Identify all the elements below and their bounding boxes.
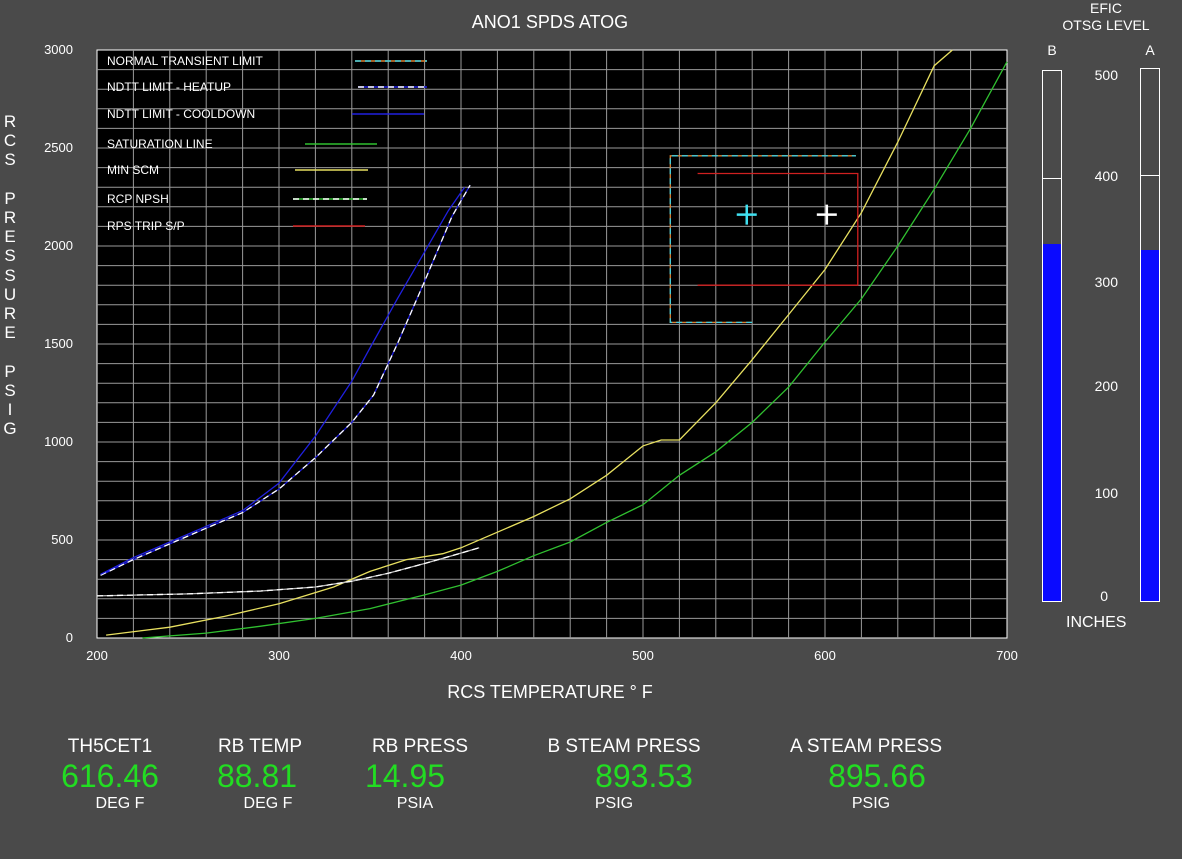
readout-label: RB PRESS: [371, 736, 469, 757]
readout-label: TH5CET1: [67, 736, 153, 757]
y-tick-label: 1000: [44, 434, 73, 449]
readout-value: 616.46: [61, 758, 159, 794]
otsg-b-level-fill: [1043, 243, 1061, 601]
legend-label: RPS TRIP S/P: [107, 219, 185, 233]
readout-value: 895.66: [828, 758, 926, 794]
series-saturation-line: [142, 61, 1008, 639]
legend-label: NDTT LIMIT - HEATUP: [107, 80, 231, 94]
otsg-a-label: A: [1145, 42, 1155, 58]
readout-th5cet1: TH5CET1 616.46 DEG F: [40, 736, 180, 813]
efic-scale-400: 400: [1094, 168, 1118, 184]
efic-scale-300: 300: [1094, 274, 1118, 290]
readout-unit: PSIA: [396, 795, 434, 812]
x-tick-label: 500: [632, 648, 654, 663]
otsg-b-level-bar: [1042, 70, 1062, 602]
readout-rb-press: RB PRESS 14.95 PSIA: [350, 736, 490, 813]
legend-label: MIN SCM: [107, 163, 159, 177]
legend-label: NORMAL TRANSIENT LIMIT: [107, 54, 263, 68]
series-min-scm: [106, 49, 953, 636]
readout-label: A STEAM PRESS: [789, 736, 943, 757]
readout-label: RB TEMP: [217, 736, 303, 757]
x-tick-label: 700: [996, 648, 1018, 663]
readout-unit: DEG F: [243, 795, 293, 812]
readout-unit: PSIG: [594, 795, 634, 812]
x-tick-label: 200: [86, 648, 108, 663]
otsg-a-level-fill: [1141, 249, 1159, 601]
y-tick-label: 0: [66, 630, 73, 645]
series-normal-transient-limit: [669, 155, 856, 324]
readout-value: 14.95: [364, 758, 446, 794]
series-ndtt-limit-cooldown: [100, 186, 466, 575]
series-ndtt-limit-heatup-base: [100, 184, 471, 576]
efic-title-line2: OTSG LEVEL: [1062, 17, 1150, 33]
readout-a-steam-press: A STEAM PRESS 895.66 PSIG: [776, 736, 956, 813]
x-tick-label: 400: [450, 648, 472, 663]
readout-rb-temp: RB TEMP 88.81 DEG F: [190, 736, 330, 813]
efic-units: INCHES: [1066, 614, 1127, 631]
y-tick-label: 1500: [44, 336, 73, 351]
efic-scale-0: 0: [1100, 588, 1108, 604]
otsg-b-label: B: [1047, 42, 1057, 58]
efic-scale-100: 100: [1094, 485, 1118, 501]
readout-b-steam-press: B STEAM PRESS 893.53 PSIG: [534, 736, 714, 813]
efic-title-line1: EFIC: [1090, 0, 1122, 16]
readout-value: 893.53: [595, 758, 693, 794]
y-tick-label: 3000: [44, 42, 73, 57]
legend-label: NDTT LIMIT - COOLDOWN: [107, 107, 255, 121]
readout-label: B STEAM PRESS: [547, 736, 701, 757]
series-rps-trip-s-p: [697, 172, 859, 286]
x-tick-label: 300: [268, 648, 290, 663]
x-axis-label: RCS TEMPERATURE ° F: [447, 682, 653, 702]
efic-scale-500: 500: [1094, 67, 1118, 83]
series-rcp-npsh: [96, 547, 480, 597]
y-tick-label: 2000: [44, 238, 73, 253]
readout-unit: DEG F: [95, 795, 145, 812]
y-tick-label: 2500: [44, 140, 73, 155]
efic-scale-200: 200: [1094, 378, 1118, 394]
efic-title: EFIC OTSG LEVEL: [1036, 0, 1176, 34]
y-tick-label: 500: [51, 532, 73, 547]
otsg-b-setpoint-line: [1043, 178, 1061, 179]
otsg-a-level-bar: [1140, 68, 1160, 602]
legend-label: RCP NPSH: [107, 192, 169, 206]
readout-unit: PSIG: [851, 795, 891, 812]
readout-value: 88.81: [216, 758, 298, 794]
x-tick-label: 600: [814, 648, 836, 663]
chart-title: ANO1 SPDS ATOG: [471, 12, 629, 32]
y-axis-label: R C S P R E S S U R E P S I G: [3, 112, 17, 439]
otsg-a-setpoint-line: [1141, 175, 1159, 176]
legend-label: SATURATION LINE: [107, 137, 213, 151]
